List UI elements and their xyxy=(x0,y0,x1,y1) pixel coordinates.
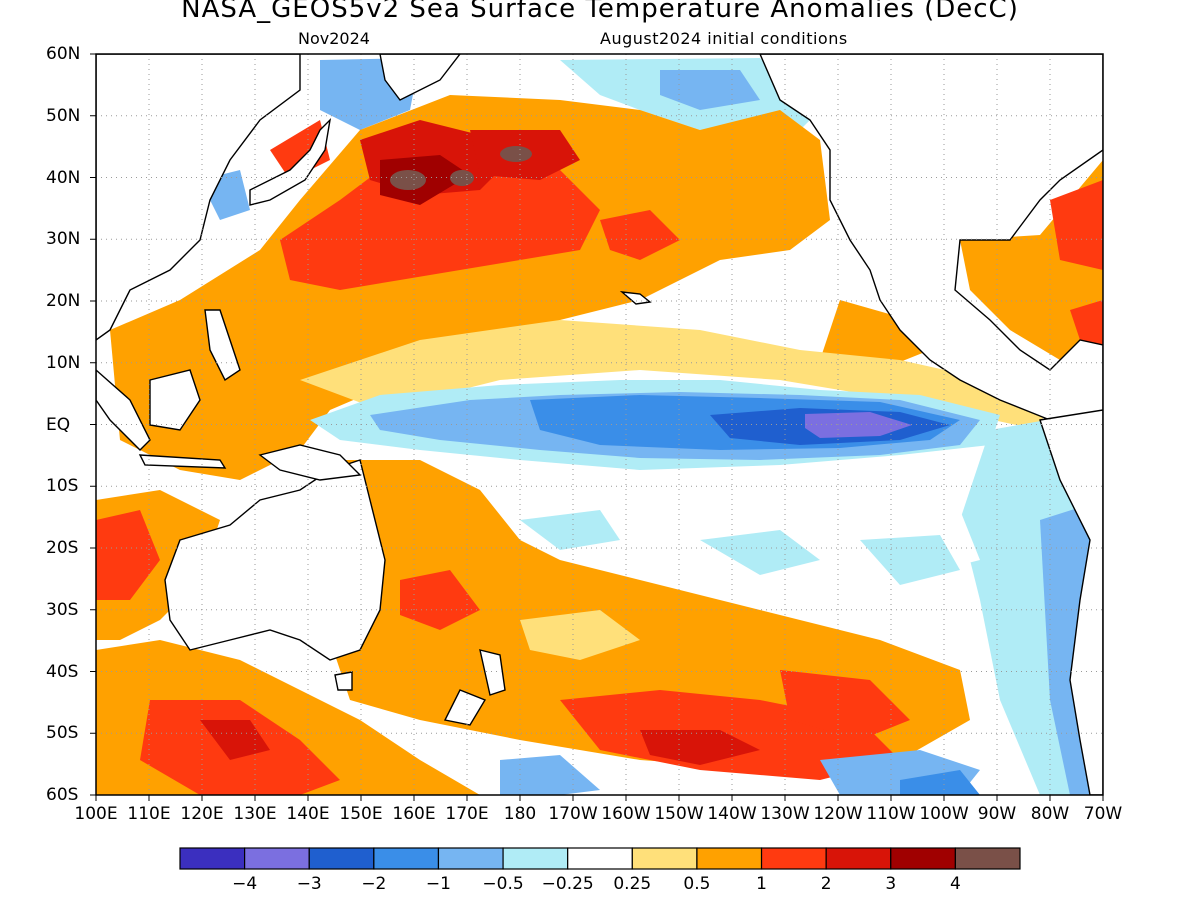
colorbar-swatch xyxy=(437,847,504,870)
colorbar-swatch xyxy=(502,847,569,870)
latitude-label: EQ xyxy=(46,414,71,435)
colorbar-swatch xyxy=(760,847,827,870)
anomaly-field xyxy=(96,54,1103,795)
colorbar xyxy=(179,847,1021,870)
longitude-label: 180 xyxy=(503,804,537,824)
longitude-label: 80W xyxy=(1030,804,1070,824)
initial-conditions-label: August2024 initial conditions xyxy=(600,29,848,48)
latitude-label: 10N xyxy=(46,352,81,373)
longitude-label: 70W xyxy=(1083,804,1123,824)
longitude-label: 170E xyxy=(445,804,489,824)
colorbar-label: 0.5 xyxy=(683,874,711,894)
latitude-label: 30N xyxy=(46,229,81,250)
colorbar-label: −0.25 xyxy=(541,874,594,894)
latitude-label: 50S xyxy=(46,723,79,744)
longitude-label: 100W xyxy=(919,804,969,824)
colorbar-swatch xyxy=(890,847,956,870)
latitude-label: 60N xyxy=(46,44,81,64)
colorbar-swatch xyxy=(373,847,440,870)
longitude-label: 130E xyxy=(233,804,277,824)
colorbar-swatch xyxy=(954,847,1021,870)
latitude-label: 60S xyxy=(46,785,79,805)
longitude-label: 110E xyxy=(127,804,171,824)
latitude-label: 50N xyxy=(46,105,81,126)
colorbar-label: −2 xyxy=(361,874,387,894)
colorbar-swatch xyxy=(631,847,698,870)
latitude-label: 40S xyxy=(46,661,79,682)
longitude-label: 120E xyxy=(180,804,224,824)
longitude-label: 170W xyxy=(548,804,598,824)
longitude-label: 150E xyxy=(339,804,383,824)
colorbar-swatch xyxy=(825,847,892,870)
longitude-label: 150W xyxy=(654,804,704,824)
colorbar-swatch xyxy=(308,847,375,870)
longitude-label: 140W xyxy=(707,804,757,824)
colorbar-label: −4 xyxy=(232,874,258,894)
colorbar-swatch xyxy=(179,847,246,870)
colorbar-label: 1 xyxy=(756,874,767,894)
colorbar-label: −0.5 xyxy=(482,874,524,894)
map-title: NASA_GEOS5v2 Sea Surface Temperature Ano… xyxy=(181,0,1019,24)
latitude-label: 40N xyxy=(46,167,81,188)
longitude-label: 140E xyxy=(286,804,330,824)
graticule xyxy=(96,54,1103,795)
latitude-label: 10S xyxy=(46,476,79,497)
longitude-label: 90W xyxy=(977,804,1017,824)
colorbar-label: 0.25 xyxy=(613,874,652,894)
longitude-label: 160E xyxy=(392,804,436,824)
latitude-label: 30S xyxy=(46,599,79,620)
colorbar-swatch xyxy=(567,847,633,870)
colorbar-label: −3 xyxy=(296,874,322,894)
colorbar-label: 3 xyxy=(885,874,897,894)
longitude-label: 100E xyxy=(74,804,118,824)
longitude-label: 120W xyxy=(813,804,863,824)
latitude-label: 20N xyxy=(46,291,81,311)
colorbar-label: 4 xyxy=(949,874,961,894)
latitude-label: 20S xyxy=(46,538,79,558)
colorbar-label: 2 xyxy=(820,874,832,894)
longitude-label: 160W xyxy=(601,804,651,824)
colorbar-swatch xyxy=(244,847,310,870)
forecast-month-label: Nov2024 xyxy=(298,29,370,48)
colorbar-label: −1 xyxy=(425,874,451,894)
longitude-label: 130W xyxy=(760,804,810,824)
colorbar-swatch xyxy=(696,847,763,870)
longitude-label: 110W xyxy=(866,804,916,824)
